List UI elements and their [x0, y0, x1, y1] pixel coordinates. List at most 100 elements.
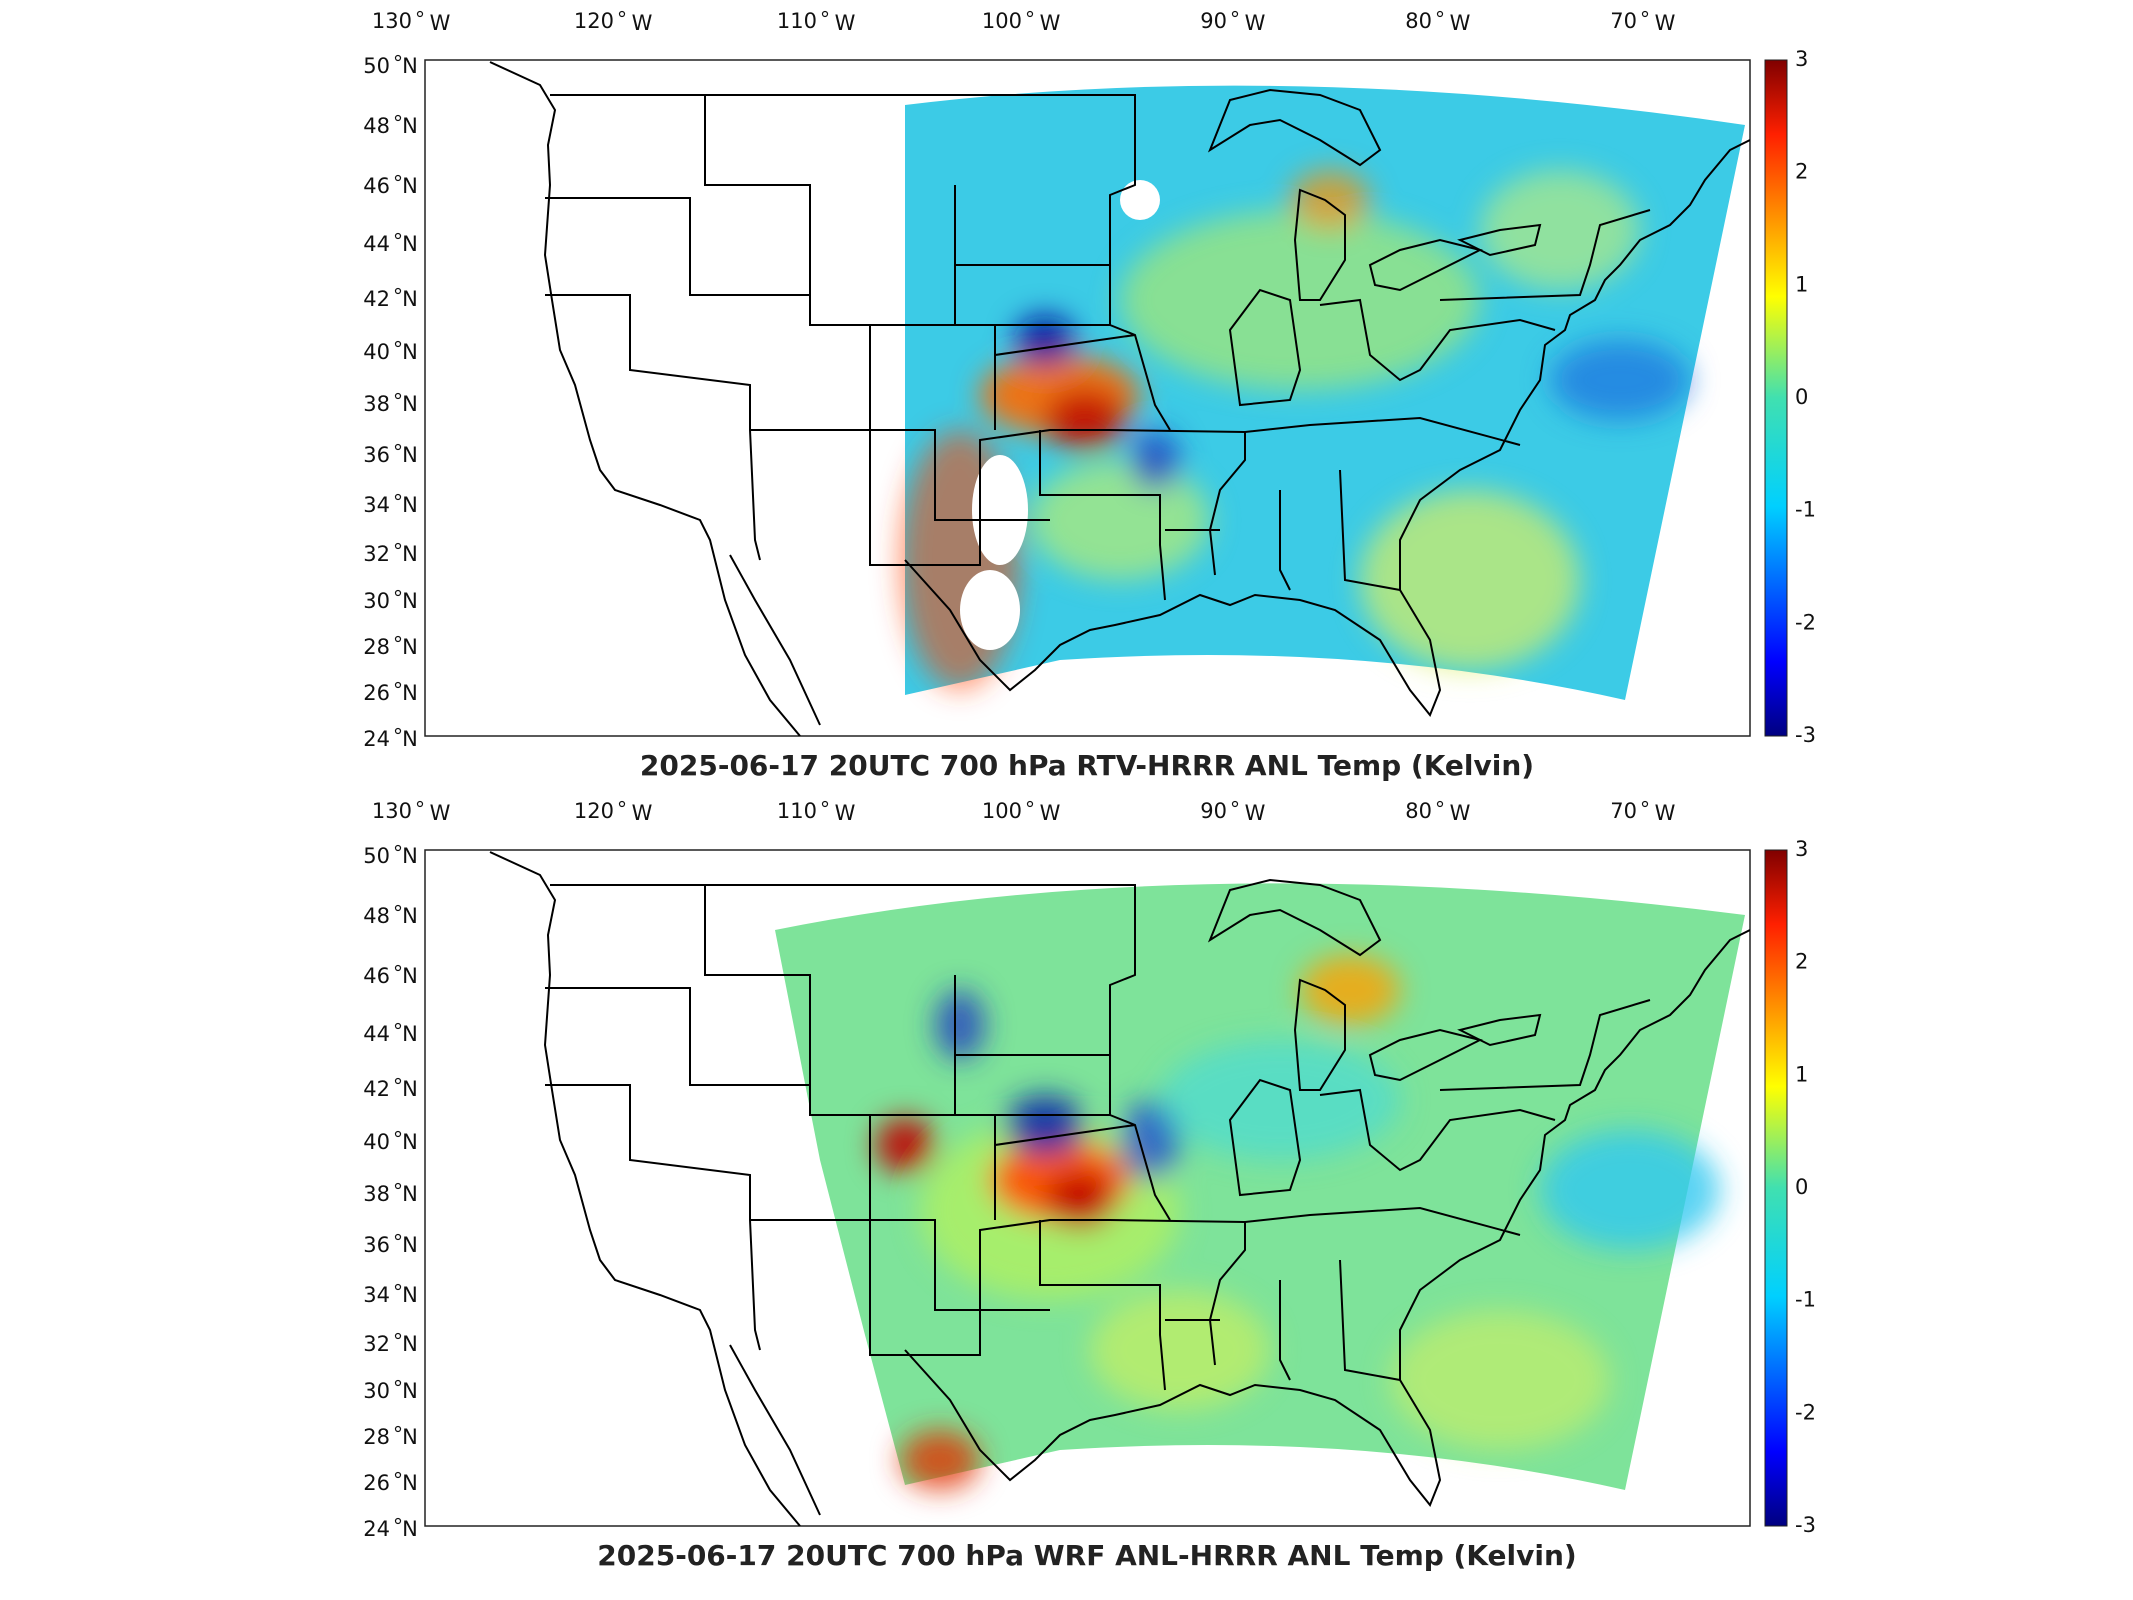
longitude-hemisphere: W [430, 801, 451, 825]
longitude-label: 100 [982, 799, 1022, 823]
degree-symbol [394, 589, 402, 597]
degree-symbol [1026, 800, 1034, 808]
colorbar-tick-label: -1 [1795, 498, 1816, 522]
colorbar-tick-label: 0 [1795, 385, 1808, 409]
longitude-label: 70 [1610, 799, 1637, 823]
bottom-map-panel: 130 W 120 W 110 W 100 W 90 W 80 W 70 W 50 N 48 N 46 N 44 N 42… [0, 790, 2133, 1590]
longitude-hemisphere: W [1655, 11, 1676, 35]
colorbar [1764, 59, 1788, 737]
longitude-hemisphere: W [1040, 801, 1061, 825]
longitude-label: 120 [574, 799, 614, 823]
latitude-hemisphere: N [402, 443, 418, 467]
latitude-label: 28 [363, 635, 390, 659]
latitude-hemisphere: N [402, 589, 418, 613]
degree-symbol [1641, 10, 1649, 18]
longitude-hemisphere: W [1245, 11, 1266, 35]
degree-symbol [394, 1130, 402, 1138]
colorbar-tick-label: -1 [1795, 1288, 1816, 1312]
colorbar-tick-label: 3 [1795, 837, 1808, 861]
anomaly-field [900, 85, 1745, 700]
map-boundaries [489, 61, 1750, 736]
latitude-label: 42 [363, 287, 390, 311]
longitude-hemisphere: W [1450, 801, 1471, 825]
latitude-label: 32 [363, 1332, 390, 1356]
degree-symbol [416, 800, 424, 808]
colorbar-tick-label: -3 [1795, 1513, 1816, 1537]
degree-symbol [618, 800, 626, 808]
longitude-hemisphere: W [1655, 801, 1676, 825]
latitude-hemisphere: N [402, 844, 418, 868]
colorbar-tick-label: 2 [1795, 950, 1808, 974]
latitude-hemisphere: N [402, 493, 418, 517]
degree-symbol [394, 1233, 402, 1241]
latitude-label: 32 [363, 542, 390, 566]
latitude-label: 42 [363, 1077, 390, 1101]
longitude-hemisphere: W [632, 801, 653, 825]
longitude-label: 90 [1200, 799, 1227, 823]
latitude-label: 46 [363, 964, 390, 988]
degree-symbol [394, 443, 402, 451]
latitude-hemisphere: N [402, 542, 418, 566]
longitude-label: 120 [574, 9, 614, 33]
latitude-label: 44 [363, 1022, 390, 1046]
degree-symbol [394, 1379, 402, 1387]
latitude-hemisphere: N [402, 232, 418, 256]
degree-symbol [394, 542, 402, 550]
colorbar-tick-label: 2 [1795, 160, 1808, 184]
latitude-hemisphere: N [402, 1182, 418, 1206]
latitude-hemisphere: N [402, 727, 418, 751]
map-boundaries [489, 851, 1750, 1526]
latitude-hemisphere: N [402, 681, 418, 705]
degree-symbol [1641, 800, 1649, 808]
longitude-labels: 130 W 120 W 110 W 100 W 90 W 80 W 70 W [372, 9, 1676, 35]
longitude-label: 70 [1610, 9, 1637, 33]
longitude-label: 80 [1405, 799, 1432, 823]
degree-symbol [394, 844, 402, 852]
latitude-label: 40 [363, 1130, 390, 1154]
latitude-hemisphere: N [402, 1077, 418, 1101]
longitude-hemisphere: W [430, 11, 451, 35]
latitude-label: 24 [363, 727, 390, 751]
latitude-label: 36 [363, 443, 390, 467]
longitude-hemisphere: W [1245, 801, 1266, 825]
latitude-label: 38 [363, 392, 390, 416]
degree-symbol [394, 904, 402, 912]
map-title: 2025-06-17 20UTC 700 hPa RTV-HRRR ANL Te… [640, 749, 1534, 782]
degree-symbol [394, 232, 402, 240]
colorbar-tick-label: 0 [1795, 1175, 1808, 1199]
map-title: 2025-06-17 20UTC 700 hPa WRF ANL-HRRR AN… [597, 1539, 1576, 1572]
latitude-hemisphere: N [402, 635, 418, 659]
longitude-hemisphere: W [835, 11, 856, 35]
latitude-hemisphere: N [402, 392, 418, 416]
latitude-labels: 50 N48 N46 N44 N42 N40 N38 N36 N34 N32 N30 N28 N26 N2… [363, 54, 418, 751]
colorbar-tick-label: -2 [1795, 1400, 1816, 1424]
colorbar-ticks: 3 2 1 0 -1 -2 -3 [1795, 47, 1816, 747]
longitude-label: 130 [372, 9, 412, 33]
degree-symbol [1026, 10, 1034, 18]
longitude-hemisphere: W [632, 11, 653, 35]
degree-symbol [394, 174, 402, 182]
longitude-hemisphere: W [835, 801, 856, 825]
latitude-label: 36 [363, 1233, 390, 1257]
degree-symbol [394, 493, 402, 501]
latitude-label: 50 [363, 54, 390, 78]
latitude-hemisphere: N [402, 964, 418, 988]
degree-symbol [394, 635, 402, 643]
degree-symbol [618, 10, 626, 18]
longitude-label: 80 [1405, 9, 1432, 33]
latitude-label: 34 [363, 493, 390, 517]
degree-symbol [1436, 800, 1444, 808]
colorbar [1764, 849, 1788, 1527]
colorbar-tick-label: 1 [1795, 272, 1808, 296]
longitude-label: 130 [372, 799, 412, 823]
latitude-label: 44 [363, 232, 390, 256]
degree-symbol [1231, 800, 1239, 808]
latitude-hemisphere: N [402, 1233, 418, 1257]
latitude-label: 46 [363, 174, 390, 198]
latitude-labels: 50 N48 N46 N44 N42 N40 N38 N36 N34 N32 N30 N28 N26 N2… [363, 844, 418, 1541]
longitude-label: 110 [777, 9, 817, 33]
degree-symbol [416, 10, 424, 18]
longitude-label: 90 [1200, 9, 1227, 33]
degree-symbol [821, 800, 829, 808]
latitude-label: 50 [363, 844, 390, 868]
